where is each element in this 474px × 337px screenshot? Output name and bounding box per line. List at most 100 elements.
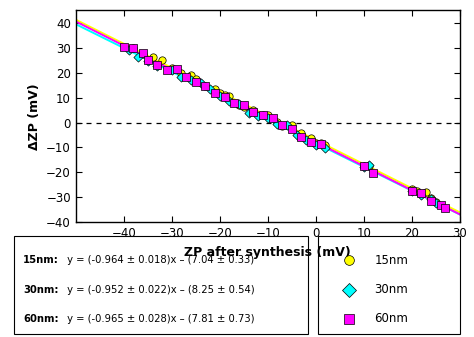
Point bbox=[298, 130, 305, 136]
Point bbox=[408, 187, 416, 192]
Text: 15nm:: 15nm: bbox=[23, 255, 59, 265]
Point bbox=[293, 132, 301, 137]
Point bbox=[235, 101, 243, 107]
Point bbox=[154, 63, 161, 68]
Point bbox=[139, 51, 147, 56]
Text: 60nm:: 60nm: bbox=[23, 314, 59, 324]
Point bbox=[173, 66, 181, 71]
Text: 60nm: 60nm bbox=[374, 312, 408, 326]
Point bbox=[273, 122, 281, 127]
Point bbox=[135, 54, 142, 59]
Point bbox=[360, 164, 368, 169]
Point bbox=[250, 107, 257, 113]
Point bbox=[129, 45, 137, 51]
Point bbox=[317, 141, 324, 146]
Point bbox=[418, 190, 425, 196]
Point bbox=[201, 83, 209, 88]
Point bbox=[427, 195, 435, 201]
Point bbox=[307, 135, 315, 140]
Point bbox=[250, 110, 257, 115]
Point bbox=[365, 163, 373, 168]
Point bbox=[317, 141, 324, 147]
Point bbox=[418, 191, 425, 197]
Point bbox=[221, 92, 228, 98]
Point bbox=[144, 58, 152, 63]
Point bbox=[321, 142, 329, 147]
Point bbox=[302, 137, 310, 143]
Point bbox=[437, 202, 445, 207]
Point bbox=[283, 123, 291, 128]
Text: 30nm:: 30nm: bbox=[23, 285, 58, 295]
Y-axis label: ΔZP (mV): ΔZP (mV) bbox=[27, 83, 41, 150]
Point bbox=[216, 90, 224, 95]
Point bbox=[163, 68, 171, 73]
Point bbox=[221, 94, 228, 99]
Text: y = (-0.965 ± 0.028)x – (7.81 ± 0.73): y = (-0.965 ± 0.028)x – (7.81 ± 0.73) bbox=[64, 314, 255, 324]
Text: y = (-0.952 ± 0.022)x – (8.25 ± 0.54): y = (-0.952 ± 0.022)x – (8.25 ± 0.54) bbox=[64, 285, 255, 295]
Point bbox=[178, 70, 185, 76]
Point bbox=[432, 200, 439, 206]
Point bbox=[197, 80, 204, 85]
Point bbox=[240, 104, 247, 110]
Point bbox=[235, 102, 243, 108]
Point bbox=[259, 113, 267, 118]
Point bbox=[427, 196, 435, 201]
Point bbox=[158, 58, 166, 63]
Point bbox=[360, 164, 368, 170]
Point bbox=[206, 86, 214, 91]
Point bbox=[216, 94, 224, 99]
Point bbox=[432, 200, 439, 205]
Point bbox=[321, 145, 329, 151]
Point bbox=[418, 193, 425, 198]
Text: 30nm: 30nm bbox=[374, 283, 408, 296]
Point bbox=[312, 142, 319, 147]
Point bbox=[187, 72, 195, 78]
Point bbox=[360, 163, 368, 169]
Point bbox=[245, 110, 252, 116]
Point bbox=[120, 44, 128, 50]
Point bbox=[187, 78, 195, 83]
Point bbox=[168, 68, 175, 73]
Point bbox=[370, 171, 377, 176]
Point bbox=[288, 126, 296, 131]
Point bbox=[259, 112, 267, 118]
Point bbox=[129, 45, 137, 51]
Point bbox=[278, 123, 286, 128]
Text: 15nm: 15nm bbox=[374, 254, 408, 267]
Point bbox=[422, 189, 430, 195]
Point bbox=[178, 74, 185, 80]
Point bbox=[154, 62, 161, 68]
Point bbox=[192, 76, 200, 81]
Point bbox=[192, 79, 200, 85]
Point bbox=[288, 123, 296, 128]
Point bbox=[211, 90, 219, 96]
Point bbox=[201, 83, 209, 88]
Text: y = (-0.964 ± 0.018)x – (7.04 ± 0.33): y = (-0.964 ± 0.018)x – (7.04 ± 0.33) bbox=[64, 255, 255, 265]
Point bbox=[273, 120, 281, 125]
Point bbox=[264, 113, 272, 118]
Point bbox=[226, 98, 233, 103]
Point bbox=[269, 116, 276, 121]
Point bbox=[255, 113, 262, 119]
Point bbox=[408, 188, 416, 194]
X-axis label: ZP after synthesis (mV): ZP after synthesis (mV) bbox=[184, 246, 351, 259]
Point bbox=[408, 189, 416, 194]
Point bbox=[211, 86, 219, 91]
Point bbox=[413, 188, 420, 194]
Point bbox=[230, 100, 238, 106]
Point bbox=[264, 116, 272, 121]
Point bbox=[125, 47, 132, 53]
Point bbox=[139, 50, 147, 56]
Point bbox=[182, 74, 190, 80]
Point bbox=[307, 139, 315, 144]
Point bbox=[168, 66, 175, 71]
Point bbox=[149, 54, 156, 60]
Point bbox=[278, 123, 286, 128]
Point bbox=[144, 58, 152, 63]
Point bbox=[226, 94, 233, 99]
Point bbox=[365, 163, 373, 168]
Point bbox=[427, 198, 435, 204]
Point bbox=[442, 205, 449, 211]
Point bbox=[298, 134, 305, 140]
Point bbox=[312, 140, 319, 145]
